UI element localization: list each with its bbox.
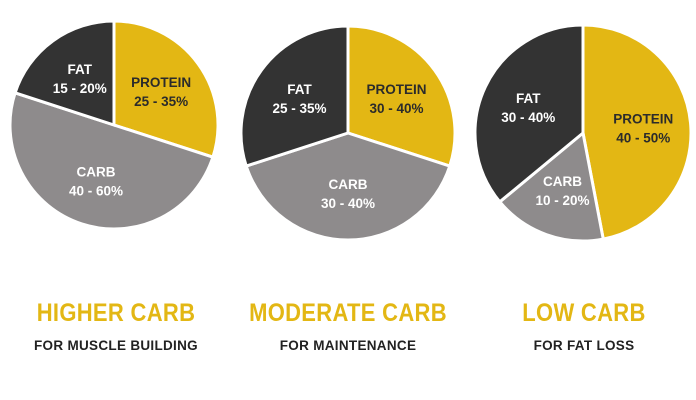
pie-slice-carb <box>244 131 452 242</box>
caption-higher-carb: HIGHER CARB FOR MUSCLE BUILDING <box>6 298 226 353</box>
pie-slice-carb <box>497 130 605 243</box>
pie-low-carb: PROTEIN 40 - 50% CARB 10 - 20% FAT 30 - 40% <box>473 23 693 243</box>
slice-label-range: 40 - 60% <box>69 183 123 198</box>
slice-label-range: 30 - 40% <box>321 196 375 211</box>
slice-label-name: FAT <box>516 91 541 106</box>
pie-higher-carb: PROTEIN 25 - 35% CARB 40 - 60% FAT 15 - 20% <box>8 19 220 231</box>
chart-subtitle: FOR MUSCLE BUILDING <box>34 338 198 353</box>
chart-subtitle: FOR FAT LOSS <box>533 338 635 353</box>
slice-label-range: 25 - 35% <box>134 94 188 109</box>
caption-moderate-carb: MODERATE CARB FOR MAINTENANCE <box>238 298 458 353</box>
pie-slice-protein <box>581 23 693 241</box>
pie-moderate-carb: PROTEIN 30 - 40% CARB 30 - 40% FAT 25 - 35% <box>239 24 457 242</box>
chart-title: MODERATE CARB <box>249 298 447 327</box>
slice-label-range: 25 - 35% <box>273 101 327 116</box>
slice-label-range: 30 - 40% <box>369 101 423 116</box>
slice-label-name: CARB <box>329 177 368 192</box>
slice-label-name: PROTEIN <box>613 111 673 126</box>
slice-label-range: 10 - 20% <box>535 193 589 208</box>
slice-label-name: FAT <box>68 62 93 77</box>
chart-title: LOW CARB <box>522 298 646 327</box>
slice-label-range: 30 - 40% <box>501 110 555 125</box>
pie-slice-fat <box>239 24 350 168</box>
caption-low-carb: LOW CARB FOR FAT LOSS <box>474 298 694 353</box>
chart-subtitle: FOR MAINTENANCE <box>279 338 417 353</box>
chart-title: HIGHER CARB <box>36 298 196 327</box>
slice-label-name: CARB <box>543 174 582 189</box>
pie-slice-protein <box>346 24 457 168</box>
pie-slice-fat <box>13 19 116 128</box>
pie-slice-fat <box>473 23 585 204</box>
slice-label-name: CARB <box>77 164 116 179</box>
slice-label-name: PROTEIN <box>131 75 191 90</box>
slice-label-range: 15 - 20% <box>53 81 107 96</box>
slice-label-name: PROTEIN <box>366 82 426 97</box>
pie-slice-protein <box>112 19 220 160</box>
pie-slice-carb <box>8 90 215 231</box>
slice-label-range: 40 - 50% <box>616 130 670 145</box>
slice-label-name: FAT <box>287 82 312 97</box>
